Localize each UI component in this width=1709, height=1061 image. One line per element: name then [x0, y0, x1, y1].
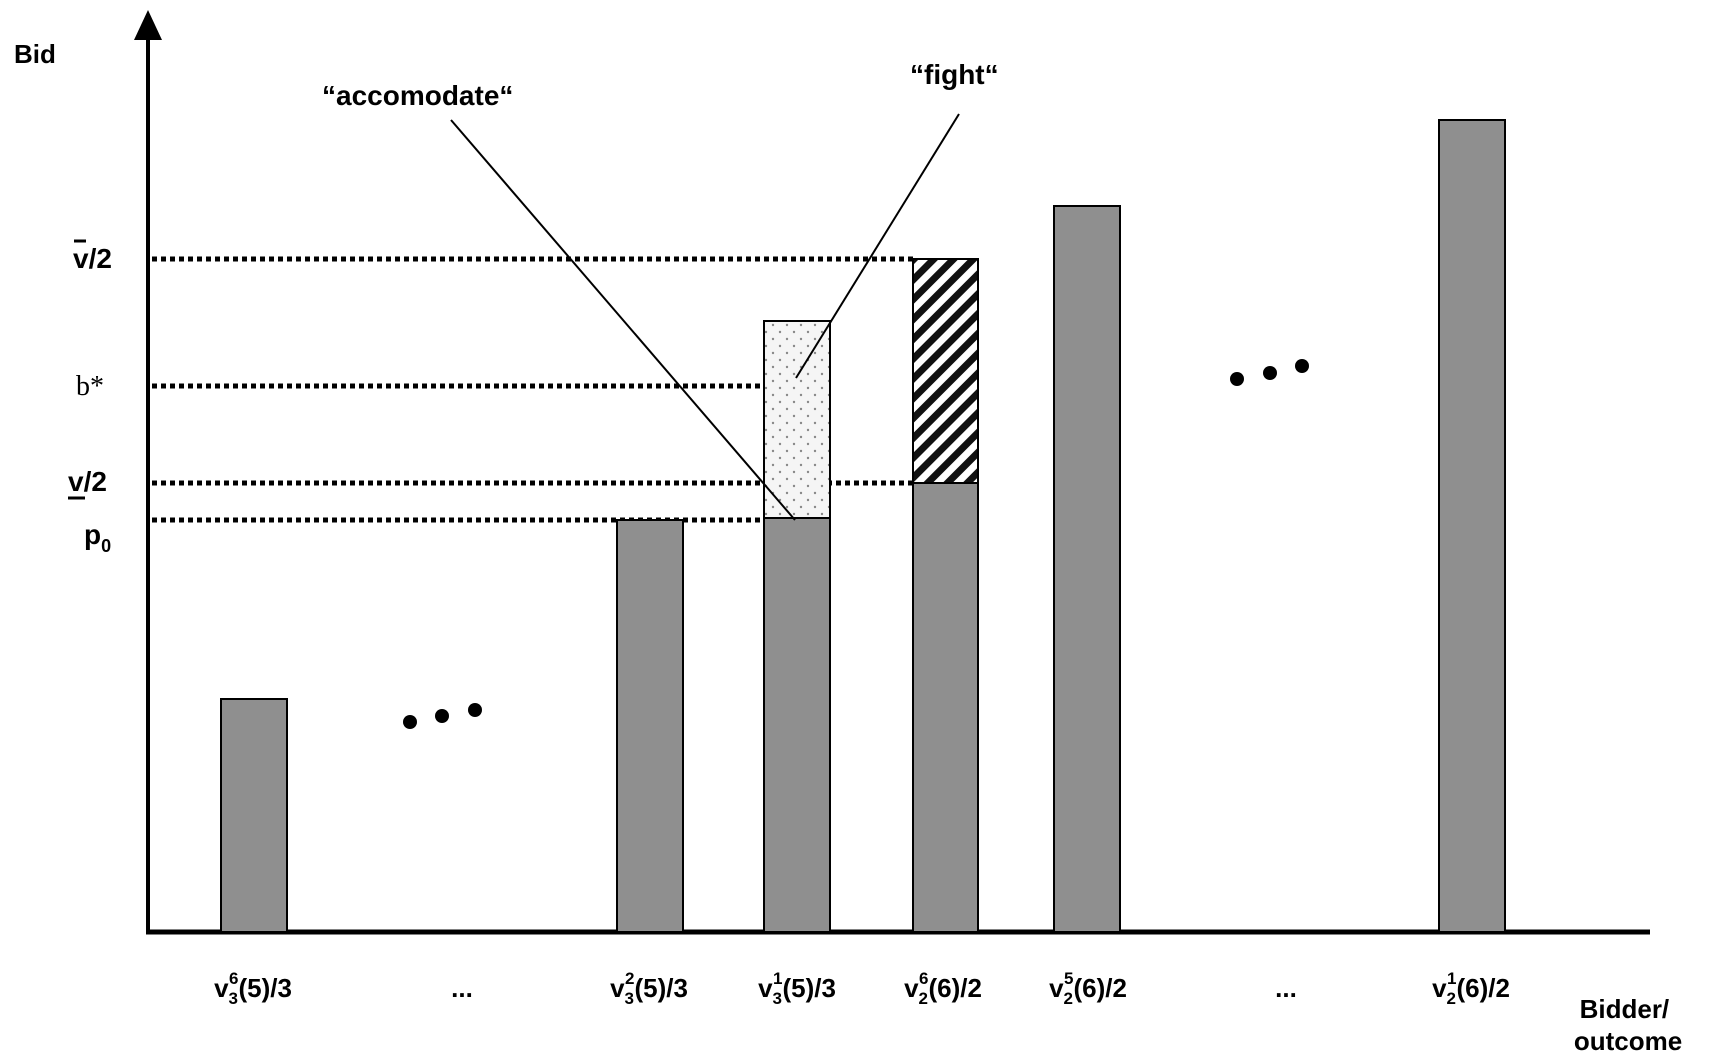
fight-pointer	[795, 113, 960, 379]
ellipsis-dots-right	[1230, 359, 1309, 386]
bar-v2-5	[1053, 205, 1121, 933]
label-p0: p0	[84, 519, 111, 556]
accomodate-pointer	[450, 119, 796, 521]
callout-accomodate: “accomodate“	[322, 80, 513, 111]
x-label-ellipsis-2: ...	[1275, 973, 1297, 1003]
x-label-v2-5: v25(6)/2	[1049, 969, 1127, 1008]
bars	[220, 119, 1506, 933]
label-v-under-half: v/2	[68, 466, 107, 497]
x-label-v3-1: v31(5)/3	[758, 969, 836, 1008]
hatched-region	[912, 258, 979, 484]
bar-v2-6-base	[912, 482, 979, 933]
y-axis-arrowhead	[134, 10, 162, 40]
bar-v3-2	[616, 519, 684, 933]
bar-v2-1	[1438, 119, 1506, 933]
x-axis-title: Bidder/ outcome	[1574, 994, 1682, 1056]
x-label-v2-6: v26(6)/2	[904, 969, 982, 1008]
fight-region	[763, 320, 831, 519]
bar-v3-1-base	[763, 517, 831, 933]
x-label-v3-2: v32(5)/3	[610, 969, 688, 1008]
ellipsis-dots-left	[403, 703, 482, 729]
y-axis-title: Bid	[14, 39, 56, 69]
bar-v3-6	[220, 698, 288, 933]
level-labels: v/2 b* v/2 p0	[68, 239, 112, 556]
label-v-bar-half: v/2	[73, 243, 112, 274]
label-b-star: b*	[76, 371, 104, 402]
x-label-v3-6: v36(5)/3	[214, 969, 292, 1008]
x-label-v2-1: v21(6)/2	[1432, 969, 1510, 1008]
x-label-ellipsis-1: ...	[451, 973, 473, 1003]
callout-fight: “fight“	[910, 59, 999, 90]
x-labels: v36(5)/3 ... v32(5)/3 v31(5)/3 v26(6)/2 …	[214, 969, 1510, 1008]
